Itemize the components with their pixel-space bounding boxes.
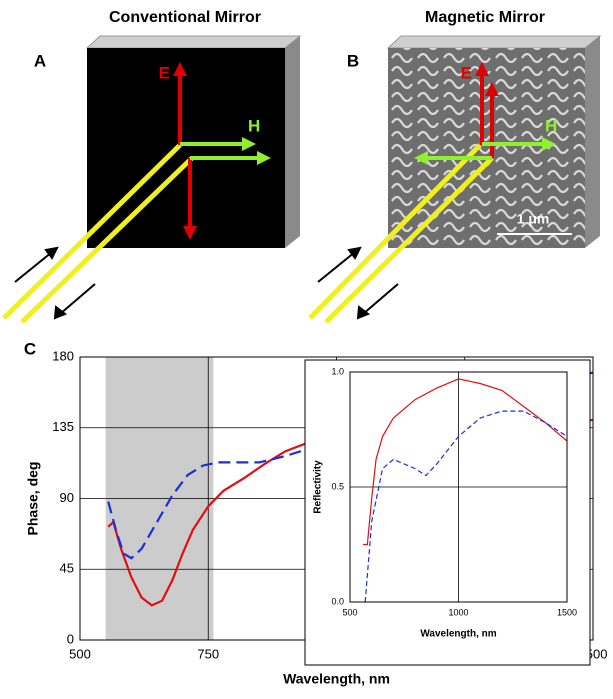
y-tick-label: 135	[52, 419, 74, 434]
data-line	[364, 410, 568, 603]
mirror-face	[388, 48, 585, 248]
field-arrows	[173, 62, 271, 240]
direction-arrows	[317, 246, 399, 320]
y-tick-label: 0.5	[331, 481, 344, 491]
y-tick-label: 0.0	[331, 596, 344, 606]
x-tick-label: 1500	[557, 607, 577, 617]
panel-letter: B	[347, 51, 359, 70]
field-arrows	[414, 62, 556, 165]
plot-frame	[349, 371, 568, 603]
panel-letter: A	[34, 51, 46, 70]
e-label: E	[461, 63, 472, 82]
mirror-top	[85, 35, 302, 49]
beam	[308, 143, 494, 324]
x-tick-label: 750	[197, 646, 219, 661]
charts: 04590135180500750100012501500Wavelength,…	[24, 339, 608, 686]
mirror-side	[285, 36, 300, 248]
beam	[2, 143, 194, 324]
y-tick-label: 90	[60, 490, 74, 505]
x-axis-label: Wavelength, nm	[283, 671, 390, 687]
e-label: E	[159, 63, 170, 82]
x-tick-label: 1000	[448, 607, 468, 617]
scale-label: 1 μm	[517, 211, 550, 227]
panel-letter: C	[24, 339, 36, 358]
y-tick-label: 0	[67, 631, 74, 646]
h-label: H	[545, 116, 557, 135]
inset-frame	[304, 359, 591, 666]
mirror-top	[386, 35, 602, 49]
y-tick-label: 180	[52, 348, 74, 363]
mirror-side	[585, 36, 600, 248]
y-axis-label: Phase, deg	[25, 462, 41, 536]
direction-arrows	[14, 246, 96, 320]
x-axis-label: Wavelength, nm	[420, 629, 496, 640]
y-tick-label: 1.0	[331, 366, 344, 376]
panel-title: Magnetic Mirror	[425, 9, 545, 26]
data-line	[107, 371, 594, 560]
data-line	[363, 378, 568, 546]
h-label: H	[248, 116, 260, 135]
y-axis-label: Reflectivity	[313, 460, 324, 514]
x-tick-label: 500	[69, 646, 91, 661]
mirror-face	[87, 48, 285, 248]
x-tick-label: 500	[342, 607, 357, 617]
panel-title: Conventional Mirror	[109, 9, 261, 26]
y-tick-label: 45	[60, 561, 74, 576]
